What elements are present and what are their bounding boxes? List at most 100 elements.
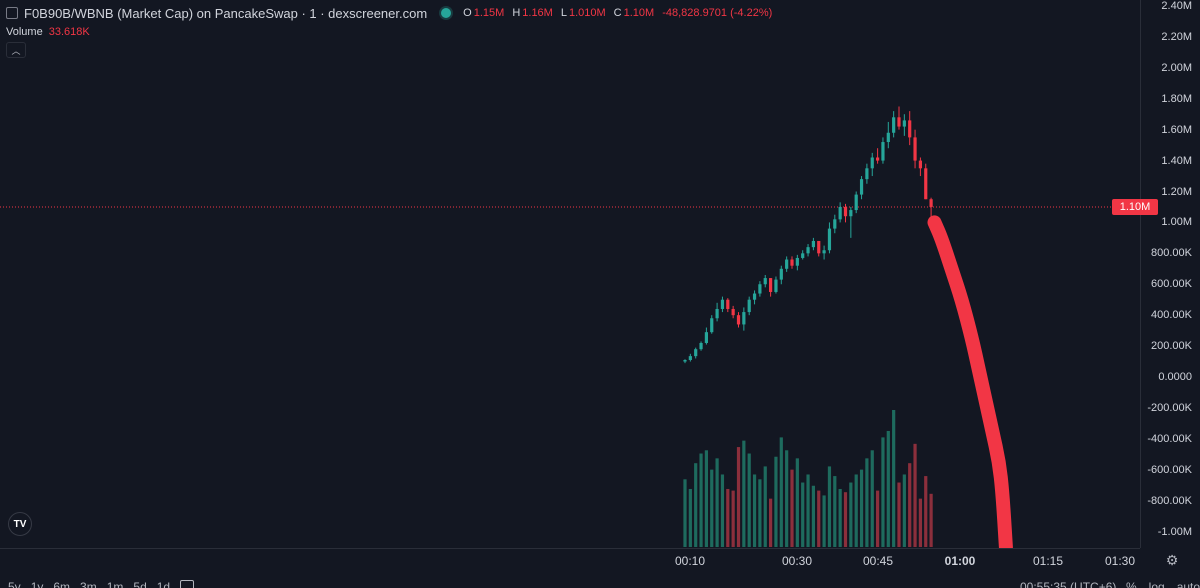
timeframe-button[interactable]: 3m <box>80 580 97 588</box>
volume-bar <box>736 447 741 547</box>
candle-body <box>908 120 912 138</box>
hand-drawn-annotation-line <box>927 215 1013 548</box>
volume-legend[interactable]: Volume 33.618K <box>6 26 90 38</box>
candle-body <box>924 168 928 200</box>
logo-text: TV <box>13 518 27 530</box>
scale-option-button[interactable]: % <box>1126 580 1137 588</box>
chart-legend: F0B90B/WBNB (Market Cap) on PancakeSwap … <box>6 5 772 21</box>
last-price-label: 1.10M <box>1112 198 1158 215</box>
time-tick-label: 00:30 <box>781 554 813 568</box>
candle-body <box>683 359 687 362</box>
candle-body <box>811 240 815 248</box>
price-tick-label: 1.80M <box>1161 92 1192 105</box>
timeframe-button[interactable]: 1y <box>30 580 44 588</box>
candlesticks <box>683 106 933 364</box>
volume-bar <box>704 450 708 547</box>
timeframe-button[interactable]: 6m <box>53 580 71 588</box>
candle-body <box>822 250 826 254</box>
timeframe-button[interactable]: 5d <box>133 580 147 588</box>
candle-body <box>892 117 896 133</box>
volume-bar <box>731 490 735 547</box>
market-status-icon <box>441 8 452 18</box>
time-axis[interactable]: 00:10 00:30 00:45 01:00 01:15 01:30 <box>0 548 1140 572</box>
volume-bar <box>774 456 778 547</box>
candle-body <box>769 278 773 292</box>
candle-body <box>833 219 837 229</box>
volume-bar <box>752 474 757 547</box>
scale-options: % log auto <box>1126 580 1200 588</box>
volume-bar <box>881 437 885 547</box>
price-tick-label: 2.20M <box>1161 30 1192 43</box>
price-change: -48,828.9701 (-4.22%) <box>662 7 773 19</box>
candle-body <box>849 210 853 217</box>
close-label: C <box>613 7 622 19</box>
open-value: 1.15M <box>473 7 505 19</box>
candle-body <box>736 315 741 325</box>
volume-bar <box>849 482 853 547</box>
volume-bar <box>769 498 773 547</box>
scale-option-button[interactable]: auto <box>1176 580 1200 588</box>
candle-body <box>918 160 922 169</box>
candle-body <box>854 194 858 211</box>
volume-bar <box>913 443 917 547</box>
price-tick-label: 1.20M <box>1161 185 1192 198</box>
close-value: 1.10M <box>623 7 655 19</box>
timeframe-button[interactable]: 1d <box>156 580 171 588</box>
candle-body <box>758 284 762 294</box>
symbol-icon <box>6 7 18 19</box>
price-tick-label: 2.40M <box>1161 0 1192 12</box>
symbol-title[interactable]: F0B90B/WBNB (Market Cap) on PancakeSwap … <box>24 5 428 21</box>
candle-body <box>881 142 885 161</box>
tradingview-logo[interactable]: TV <box>8 512 32 536</box>
price-tick-label: 800.00K <box>1151 247 1192 260</box>
volume-bar <box>859 469 864 547</box>
price-tick-label: -200.00K <box>1147 401 1192 414</box>
timeframe-button[interactable]: 1m <box>106 580 124 588</box>
candle-body <box>774 279 778 292</box>
time-tick-label: 00:45 <box>862 554 894 568</box>
volume-bar <box>795 458 799 547</box>
price-tick-label: 200.00K <box>1151 340 1192 353</box>
low-label: L <box>560 7 567 19</box>
candle-body <box>838 206 842 220</box>
candle-body <box>742 312 746 325</box>
price-tick-label: -800.00K <box>1147 494 1192 507</box>
price-tick-label: 1.40M <box>1161 154 1192 167</box>
candle-body <box>897 117 901 127</box>
open-label: O <box>463 7 472 19</box>
candle-body <box>870 157 874 169</box>
volume-bar <box>908 463 912 547</box>
candle-body <box>790 259 794 266</box>
timeframe-button[interactable]: 5y <box>8 580 21 588</box>
price-tick-label: -600.00K <box>1147 463 1192 476</box>
volume-bar <box>790 469 794 547</box>
price-tick-label: 600.00K <box>1151 278 1192 291</box>
price-tick-label: -400.00K <box>1147 432 1192 445</box>
candle-body <box>876 157 880 161</box>
volume-bars <box>683 410 933 547</box>
volume-bar <box>763 466 767 547</box>
volume-bar <box>710 469 714 547</box>
price-tick-label: -1.00M <box>1157 525 1192 538</box>
candle-body <box>704 332 708 343</box>
volume-bar <box>801 482 805 547</box>
volume-bar <box>720 474 725 547</box>
volume-bar <box>811 485 815 547</box>
chart-settings-button[interactable]: ⚙ <box>1164 552 1180 568</box>
scale-option-button[interactable]: log <box>1148 580 1165 588</box>
high-label: H <box>512 7 521 19</box>
candle-body <box>752 293 757 300</box>
calendar-icon[interactable] <box>180 580 194 588</box>
candle-body <box>688 356 692 360</box>
chart-canvas[interactable] <box>0 0 1140 548</box>
candle-body <box>795 257 799 266</box>
price-axis[interactable]: 2.40M 2.20M 2.00M 1.80M 1.60M 1.40M 1.20M 1.00M… <box>1140 0 1200 548</box>
clock-timezone[interactable]: 00:55:35 (UTC+6) <box>1020 580 1117 588</box>
collapse-legend-button[interactable]: ︿ <box>6 42 26 58</box>
candle-body <box>726 299 730 309</box>
volume-bar <box>694 463 698 547</box>
volume-bar <box>924 476 928 547</box>
ohlc-values: O 1.15M H 1.16M L 1.010M C 1.10M -48,828.970… <box>463 7 772 19</box>
volume-bar <box>876 490 880 547</box>
volume-bar <box>843 492 848 547</box>
